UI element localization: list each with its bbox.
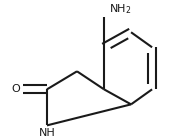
Text: NH$_2$: NH$_2$ xyxy=(109,2,131,16)
Text: O: O xyxy=(12,84,21,94)
Text: NH: NH xyxy=(39,128,55,138)
